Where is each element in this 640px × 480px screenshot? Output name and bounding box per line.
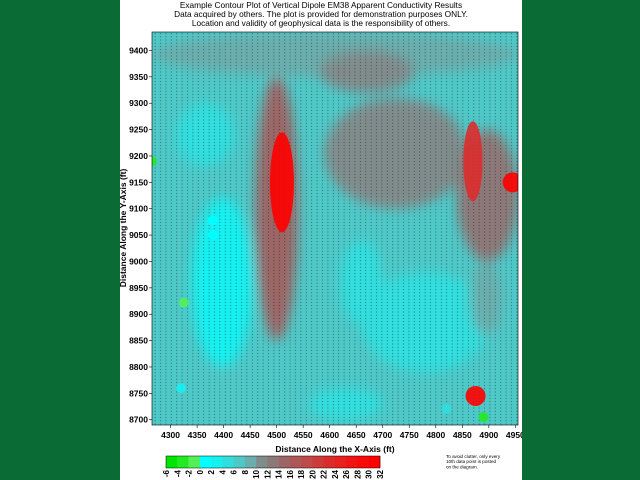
- data-point-grid: [152, 32, 518, 425]
- note-line: on the diagram.: [446, 464, 478, 469]
- legend-swatch: [357, 456, 370, 468]
- anomaly-mark: [502, 172, 518, 193]
- anomaly-mark: [463, 121, 483, 202]
- anomaly-mark: [478, 412, 489, 423]
- legend-label: 18: [297, 469, 306, 478]
- legend-swatch: [267, 456, 279, 468]
- y-tick-label: 8900: [129, 309, 148, 319]
- y-tick-label: 9050: [129, 230, 148, 240]
- y-tick-label: 9300: [129, 98, 148, 108]
- contour-field: [152, 32, 518, 425]
- legend-label: 24: [331, 469, 340, 478]
- anomaly-mark: [465, 385, 486, 406]
- note-line: To avoid clutter, only every: [446, 454, 501, 459]
- legend-label: 32: [376, 469, 385, 478]
- legend-label: 28: [353, 469, 362, 478]
- anomaly-mark: [441, 404, 452, 415]
- x-tick-label: 4500: [267, 430, 286, 440]
- x-tick-label: 4900: [479, 430, 498, 440]
- x-tick-label: 4650: [347, 430, 366, 440]
- legend-label: 8: [241, 469, 250, 474]
- y-tick-label: 8950: [129, 283, 148, 293]
- x-axis-ticks: 4300 4350 4400 4450 4500 4550 4600 4650 4700 4750…: [161, 425, 522, 440]
- legend-swatch: [312, 456, 324, 468]
- x-axis-label: Distance Along the X-Axis (ft): [275, 444, 394, 454]
- y-tick-label: 8850: [129, 336, 148, 346]
- y-tick-label: 9000: [129, 256, 148, 266]
- legend-label: -2: [185, 469, 194, 477]
- x-tick-label: 4850: [453, 430, 472, 440]
- legend-swatch: [368, 456, 381, 468]
- y-tick-label: 9400: [129, 45, 148, 55]
- legend-swatch: [346, 456, 358, 468]
- y-axis-label: Distance Along the Y-Axis (ft): [120, 169, 128, 288]
- title-line: Location and validity of geophysical dat…: [192, 18, 450, 28]
- legend-swatch: [188, 456, 201, 468]
- y-tick-label: 9100: [129, 204, 148, 214]
- y-tick-label: 9250: [129, 125, 148, 135]
- legend-swatch: [211, 456, 223, 468]
- legend-swatch: [289, 456, 302, 468]
- plot-frame: [151, 31, 519, 426]
- legend-swatch: [244, 456, 257, 468]
- legend-label: 12: [263, 469, 272, 478]
- legend-label: 0: [196, 469, 205, 474]
- contour-chart: Example Contour Plot of Vertical Dipole …: [120, 0, 522, 479]
- legend-label: 2: [207, 469, 216, 474]
- legend-swatch: [233, 456, 246, 468]
- legend-swatch: [256, 456, 268, 468]
- legend-swatch: [177, 456, 189, 468]
- title-line: Data acquired by others. The plot is pro…: [174, 9, 468, 19]
- legend-label: 22: [320, 469, 329, 478]
- plot-sheet: Example Contour Plot of Vertical Dipole …: [120, 0, 522, 480]
- x-tick-label: 4550: [294, 430, 313, 440]
- y-tick-label: 9200: [129, 151, 148, 161]
- y-axis-ticks: 8700 8750 8800 8850 8900 8950 9000 9050 9100 9150…: [129, 45, 152, 425]
- color-legend: -6 -4 -2 0 2 4 6 8 10 12 14 16 18 20 22 24 26 28 30 32: [162, 455, 385, 479]
- legend-label: -6: [162, 469, 171, 477]
- y-tick-label: 8750: [129, 388, 148, 398]
- y-tick-label: 8800: [129, 362, 148, 372]
- legend-swatch: [301, 456, 313, 468]
- anomaly-mark: [208, 215, 218, 226]
- legend-label: 6: [230, 469, 239, 474]
- x-tick-label: 4350: [188, 430, 207, 440]
- legend-label: 14: [275, 469, 284, 478]
- legend-swatch: [222, 456, 234, 468]
- legend-label: 10: [252, 469, 261, 478]
- legend-swatch: [166, 456, 178, 468]
- x-tick-label: 4600: [320, 430, 339, 440]
- title-line: Example Contour Plot of Vertical Dipole …: [180, 0, 462, 10]
- x-tick-label: 4950: [506, 430, 522, 440]
- anomaly-mark: [269, 132, 294, 233]
- legend-swatch: [323, 456, 336, 468]
- anomaly-mark: [152, 156, 157, 167]
- legend-label: 4: [218, 469, 227, 474]
- legend-swatch: [278, 456, 291, 468]
- y-tick-label: 9350: [129, 72, 148, 82]
- legend-label: 20: [308, 469, 317, 478]
- anomaly-mark: [208, 230, 218, 241]
- legend-swatch: [199, 456, 212, 468]
- x-tick-label: 4800: [426, 430, 445, 440]
- x-tick-label: 4300: [161, 430, 180, 440]
- y-tick-label: 9150: [129, 177, 148, 187]
- anomaly-mark: [176, 383, 187, 394]
- legend-label: -4: [173, 469, 182, 477]
- x-tick-label: 4700: [373, 430, 392, 440]
- legend-swatch: [334, 456, 347, 468]
- x-tick-label: 4750: [400, 430, 419, 440]
- legend-label: 26: [342, 469, 351, 478]
- y-tick-label: 8700: [129, 415, 148, 425]
- x-tick-label: 4400: [214, 430, 233, 440]
- legend-label: 16: [286, 469, 295, 478]
- note-line: 10th data point is posted: [446, 459, 497, 464]
- legend-label: 30: [365, 469, 374, 478]
- x-tick-label: 4450: [241, 430, 260, 440]
- anomaly-mark: [178, 297, 189, 308]
- chart-title: Example Contour Plot of Vertical Dipole …: [174, 0, 468, 28]
